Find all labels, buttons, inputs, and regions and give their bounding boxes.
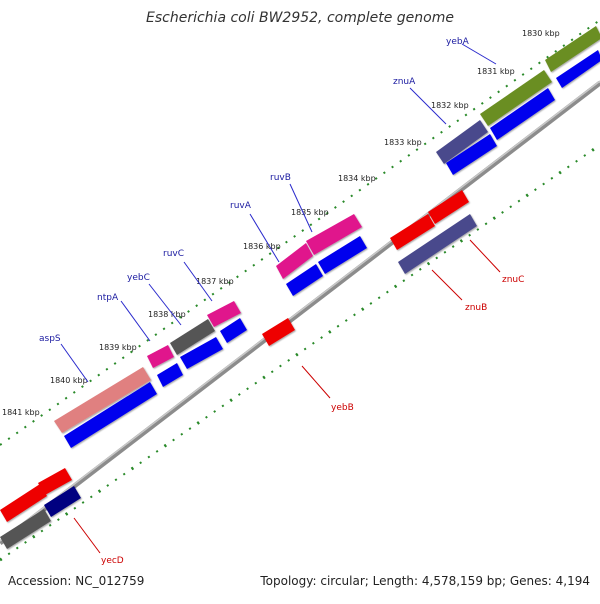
gene-znuC-arrow-2[interactable] [428, 190, 469, 224]
gene-ntpA-block[interactable] [147, 345, 174, 368]
gene-label-yebA[interactable]: yebA [446, 37, 470, 47]
gene-label-ruvB[interactable]: ruvB [270, 173, 291, 183]
tick-label: 1833 kbp [384, 138, 422, 147]
gene-label-znuB[interactable]: znuB [465, 303, 487, 313]
genome-backbone-highlight [0, 80, 600, 542]
cds-znuA-1[interactable] [490, 88, 555, 140]
reverse-gene-track [0, 190, 477, 549]
cds-znuA-2[interactable] [446, 134, 497, 175]
forward-label-leaders [60, 43, 497, 383]
gene-znuA-block[interactable] [436, 120, 488, 164]
gene-label-ntpA[interactable]: ntpA [97, 293, 119, 303]
gene-znuB-block[interactable] [398, 214, 477, 274]
gene-aspS-block[interactable] [54, 367, 151, 433]
gene-ruvA-block[interactable] [276, 243, 313, 279]
gene-label-znuA[interactable]: znuA [393, 77, 416, 87]
cds-ruvC[interactable] [220, 318, 247, 343]
gene-label-znuC[interactable]: znuC [502, 275, 524, 285]
forward-cds-track [64, 50, 600, 448]
gene-yecD-arrow-1[interactable] [0, 484, 47, 522]
gene-label-yecD[interactable]: yecD [101, 556, 124, 566]
cds-yebC[interactable] [180, 337, 223, 369]
reverse-gene-labels: znuC znuB yebB yecD [101, 275, 524, 566]
gene-yecD-arrow-2[interactable] [38, 468, 72, 495]
reverse-label-leaders [73, 239, 501, 554]
upper-ruler [0, 19, 600, 446]
tick-labels: 1830 kbp 1831 kbp 1832 kbp 1833 kbp 1834… [2, 29, 560, 417]
genome-summary-text: Topology: circular; Length: 4,578,159 bp… [260, 574, 590, 588]
gene-yebA-arrow[interactable] [480, 70, 552, 126]
cds-ruvB[interactable] [318, 236, 367, 274]
cds-ntpA[interactable] [157, 363, 183, 387]
accession-text: Accession: NC_012759 [8, 574, 145, 588]
tick-label: 1830 kbp [522, 29, 560, 38]
tick-label: 1838 kbp [148, 310, 186, 319]
forward-gene-labels: yebA znuA ruvB ruvA ruvC yebC ntpA aspS [39, 37, 470, 344]
tick-label: 1840 kbp [50, 376, 88, 385]
tick-label: 1831 kbp [477, 67, 515, 76]
gene-ruvC-block[interactable] [207, 301, 241, 327]
gene-yecD-gray[interactable] [0, 509, 51, 549]
tick-label: 1835 kbp [291, 208, 329, 217]
gene-yebB-arrow[interactable] [262, 318, 295, 346]
lower-ruler-major [0, 143, 600, 562]
forward-gene-track [54, 26, 600, 433]
tick-label: 1839 kbp [99, 343, 137, 352]
gene-label-yebB[interactable]: yebB [331, 403, 354, 413]
tick-label: 1836 kbp [243, 242, 281, 251]
cds-ruvA[interactable] [286, 264, 323, 296]
gene-label-ruvA[interactable]: ruvA [230, 201, 252, 211]
cds-yebA[interactable] [556, 50, 600, 88]
gene-label-yebC[interactable]: yebC [127, 273, 150, 283]
tick-label: 1837 kbp [196, 277, 234, 286]
map-title: Escherichia coli BW2952, complete genome [146, 10, 454, 26]
gene-yebC-block[interactable] [170, 319, 215, 355]
tick-label: 1841 kbp [2, 408, 40, 417]
tick-label: 1834 kbp [338, 174, 376, 183]
gene-ruvB-block[interactable] [306, 214, 362, 255]
gene-yebA-block[interactable] [545, 26, 600, 72]
gene-yecD-navy[interactable] [44, 486, 81, 517]
gene-znuC-arrow-1[interactable] [390, 214, 435, 250]
cds-aspS[interactable] [64, 382, 157, 448]
gene-label-ruvC[interactable]: ruvC [163, 249, 184, 259]
tick-label: 1832 kbp [431, 101, 469, 110]
gene-label-aspS[interactable]: aspS [39, 334, 61, 344]
genome-backbone [0, 81, 600, 545]
